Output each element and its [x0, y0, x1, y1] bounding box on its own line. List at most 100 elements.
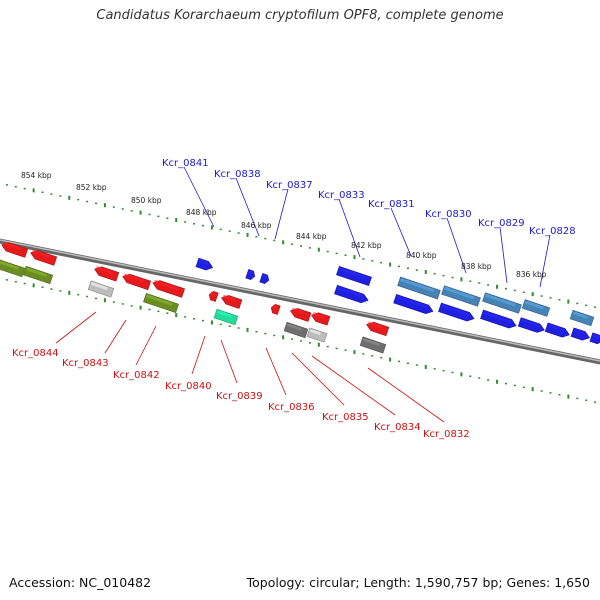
gene-red-a [1, 241, 29, 258]
gene-blue-a-body [195, 257, 214, 271]
top-tick-33 [291, 243, 294, 245]
bottom-tick-16 [139, 305, 142, 310]
leader-kcr-0838 [235, 177, 260, 237]
gene-blue-g-shine [441, 304, 470, 317]
gene-red-k-shine [367, 321, 383, 329]
top-tick-63 [558, 298, 561, 301]
backbone-highlight [0, 239, 600, 362]
gene-red-i [290, 307, 312, 322]
bottom-tick-46 [406, 362, 409, 364]
bottom-tick-60 [531, 387, 534, 392]
bottom-tick-13 [112, 301, 115, 303]
top-tick-18 [157, 215, 160, 218]
gene-blue-f [393, 294, 434, 315]
bottom-tick-59 [522, 386, 525, 389]
bottom-tick-9 [77, 293, 80, 296]
gene-olive-a [0, 258, 26, 278]
top-tick-13 [112, 206, 115, 208]
top-tick-60 [531, 292, 534, 297]
gene-teal-a-shine [216, 310, 232, 318]
bottom-tick-66 [585, 399, 588, 402]
leader-kcr-0836 [265, 347, 287, 396]
bottom-tick-58 [513, 384, 516, 387]
gene-red-f [208, 291, 219, 302]
leader-kcr-0829 [499, 226, 508, 284]
top-tick-14 [121, 208, 124, 210]
bottom-tick-23 [201, 319, 204, 322]
gene-red-a-shine [2, 241, 22, 251]
top-tick-2 [14, 185, 17, 188]
top-tick-5 [41, 191, 44, 194]
top-tick-28 [246, 232, 249, 237]
leader-kcr-0830 [446, 217, 467, 274]
gene-blue-i [517, 317, 545, 333]
gene-grey-b [283, 321, 309, 339]
top-tick-43 [380, 261, 383, 264]
label-kcr-0831: Kcr_0831 [368, 199, 415, 210]
bottom-tick-25 [219, 323, 222, 326]
top-tick-30 [264, 237, 267, 240]
leader-kcr-0831 [390, 207, 412, 257]
gene-red-k [366, 321, 390, 337]
bottom-tick-62 [549, 392, 552, 394]
bottom-tick-50 [442, 369, 445, 372]
gene-blue-k [570, 327, 591, 341]
gene-steel-c [482, 292, 522, 314]
gene-blue-j-shine [547, 323, 565, 333]
top-tick-32 [282, 240, 285, 245]
bottom-tick-28 [246, 327, 249, 332]
gene-red-d [122, 273, 152, 291]
gene-steel-b [441, 285, 481, 307]
gene-steel-e [569, 309, 595, 327]
top-tick-53 [469, 280, 472, 282]
top-tick-3 [23, 187, 26, 190]
top-tick-35 [308, 247, 311, 249]
kbp-label: 848 kbp [186, 208, 217, 217]
genome-backbone [0, 238, 600, 365]
bottom-tick-44 [389, 357, 392, 362]
gene-red-h [270, 304, 281, 315]
bottom-tick-56 [496, 379, 499, 384]
top-tick-49 [433, 273, 436, 275]
label-kcr-0843: Kcr_0843 [62, 358, 109, 369]
label-kcr-0835: Kcr_0835 [322, 412, 369, 423]
bottom-tick-18 [157, 310, 160, 313]
gene-red-c-body [94, 266, 120, 282]
gene-steel-a [397, 276, 441, 300]
top-tick-50 [442, 274, 445, 277]
bottom-tick-63 [558, 393, 561, 396]
gene-steel-a-shine [400, 278, 435, 292]
gene-blue-b-shine [248, 270, 254, 275]
gene-steel-d-shine [524, 300, 544, 310]
top-tick-57 [504, 287, 507, 290]
leader-kcr-0844 [55, 311, 97, 344]
label-kcr-0836: Kcr_0836 [268, 402, 315, 413]
leader-kcr-0843 [104, 319, 127, 354]
gene-blue-i-shine [520, 318, 540, 328]
bottom-tick-17 [148, 308, 151, 311]
top-tick-19 [166, 217, 169, 219]
gene-red-f-shine [210, 291, 216, 296]
bottom-tick-57 [504, 382, 507, 385]
top-tick-9 [77, 198, 80, 201]
bottom-tick-55 [487, 379, 490, 381]
map-title: Candidatus Korarchaeum cryptofilum OPF8,… [96, 8, 504, 23]
label-kcr-0844: Kcr_0844 [12, 348, 59, 359]
kbp-label: 836 kbp [516, 270, 547, 279]
kbp-label: 840 kbp [406, 251, 437, 260]
top-tick-31 [273, 239, 276, 242]
bottom-tick-61 [540, 390, 543, 392]
bottom-tick-47 [415, 364, 418, 366]
label-kcr-0842: Kcr_0842 [113, 370, 160, 381]
top-tick-44 [389, 262, 392, 267]
gene-olive-c-shine [146, 294, 173, 306]
leader-kcr-0842 [135, 325, 157, 366]
label-kcr-0839: Kcr_0839 [216, 391, 263, 402]
label-kcr-0833: Kcr_0833 [318, 190, 365, 201]
top-tick-24 [210, 225, 213, 230]
label-kcr-0841: Kcr_0841 [162, 158, 209, 169]
gene-red-d-body [122, 273, 152, 291]
top-tick-40 [353, 255, 356, 260]
top-tick-41 [362, 258, 365, 260]
bottom-tick-19 [166, 312, 169, 314]
